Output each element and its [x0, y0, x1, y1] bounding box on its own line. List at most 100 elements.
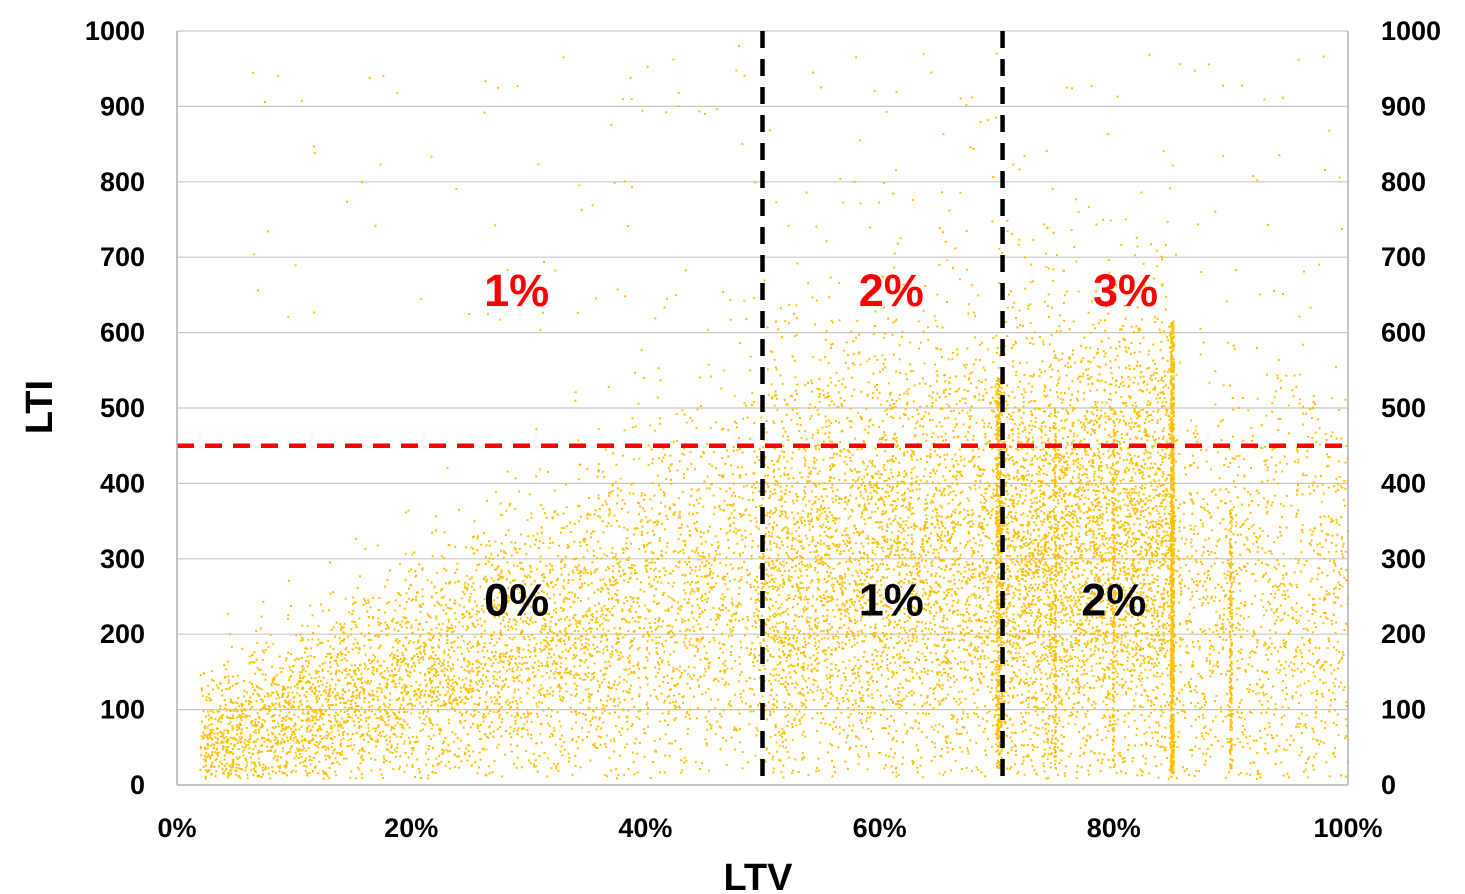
scatter-point [1193, 462, 1195, 464]
scatter-point [629, 622, 631, 624]
scatter-point [408, 598, 410, 600]
scatter-point [633, 601, 635, 603]
scatter-point [1038, 600, 1040, 602]
scatter-point [1217, 584, 1219, 586]
scatter-point [968, 632, 970, 634]
scatter-point [773, 564, 775, 566]
scatter-point [637, 711, 639, 713]
scatter-point [1157, 634, 1159, 636]
scatter-point [1147, 644, 1149, 646]
scatter-point [677, 538, 679, 540]
scatter-point [943, 392, 945, 394]
scatter-point [328, 714, 330, 716]
scatter-point [1030, 609, 1032, 611]
scatter-point [720, 727, 722, 729]
scatter-point [1007, 664, 1009, 666]
scatter-point [528, 688, 530, 690]
scatter-point [971, 569, 973, 571]
scatter-point [831, 649, 833, 651]
scatter-point [413, 655, 415, 657]
scatter-point [578, 521, 580, 523]
scatter-point [309, 759, 311, 761]
scatter-point [1199, 580, 1201, 582]
scatter-point [602, 648, 604, 650]
scatter-point [766, 749, 768, 751]
scatter-point [838, 627, 840, 629]
scatter-point [603, 531, 605, 533]
scatter-point [641, 349, 643, 351]
scatter-point [802, 678, 804, 680]
scatter-point [819, 535, 821, 537]
scatter-point [512, 667, 514, 669]
scatter-point [975, 359, 977, 361]
scatter-point [1236, 613, 1238, 615]
scatter-point [713, 607, 715, 609]
scatter-point [1117, 494, 1119, 496]
scatter-point [501, 688, 503, 690]
scatter-point [1085, 716, 1087, 718]
scatter-point [893, 674, 895, 676]
scatter-point [838, 502, 840, 504]
scatter-point [981, 381, 983, 383]
scatter-point [425, 752, 427, 754]
scatter-point [1134, 377, 1136, 379]
scatter-point [1040, 520, 1042, 522]
scatter-point [947, 660, 949, 662]
scatter-point [1159, 746, 1161, 748]
scatter-point [1241, 658, 1243, 660]
scatter-point [795, 724, 797, 726]
scatter-point [430, 691, 432, 693]
scatter-point [661, 523, 663, 525]
scatter-point [272, 643, 274, 645]
scatter-point [1151, 590, 1153, 592]
scatter-point [811, 541, 813, 543]
scatter-point [780, 375, 782, 377]
scatter-point [698, 607, 700, 609]
scatter-point [1157, 543, 1159, 545]
scatter-point [368, 723, 370, 725]
scatter-point [1190, 558, 1192, 560]
scatter-point [1267, 752, 1269, 754]
scatter-point [417, 741, 419, 743]
scatter-point [1139, 351, 1141, 353]
scatter-point [1200, 449, 1202, 451]
scatter-point [513, 671, 515, 673]
scatter-point [244, 747, 246, 749]
scatter-point [266, 746, 268, 748]
scatter-point [693, 696, 695, 698]
scatter-point [262, 773, 264, 775]
scatter-point [1072, 380, 1074, 382]
scatter-point [520, 533, 522, 535]
scatter-point [1204, 630, 1206, 632]
scatter-point [773, 542, 775, 544]
scatter-point [549, 569, 551, 571]
scatter-point [689, 718, 691, 720]
scatter-point [1024, 605, 1026, 607]
scatter-point [776, 560, 778, 562]
scatter-point [633, 533, 635, 535]
scatter-point [225, 704, 227, 706]
scatter-point [1328, 640, 1330, 642]
scatter-point [516, 730, 518, 732]
scatter-point [603, 674, 605, 676]
scatter-point [490, 554, 492, 556]
scatter-point [389, 741, 391, 743]
scatter-point [1166, 757, 1168, 759]
scatter-point [941, 507, 943, 509]
scatter-point [249, 681, 251, 683]
scatter-point [679, 517, 681, 519]
scatter-point [911, 459, 913, 461]
scatter-point [1337, 483, 1339, 485]
scatter-point [1294, 670, 1296, 672]
scatter-point [1123, 499, 1125, 501]
scatter-point [1309, 642, 1311, 644]
scatter-point [1081, 628, 1083, 630]
scatter-point [420, 730, 422, 732]
scatter-point [1121, 437, 1123, 439]
scatter-point [834, 771, 836, 773]
scatter-point [618, 563, 620, 565]
scatter-point [329, 685, 331, 687]
scatter-point [810, 582, 812, 584]
scatter-point [808, 544, 810, 546]
scatter-point [750, 533, 752, 535]
